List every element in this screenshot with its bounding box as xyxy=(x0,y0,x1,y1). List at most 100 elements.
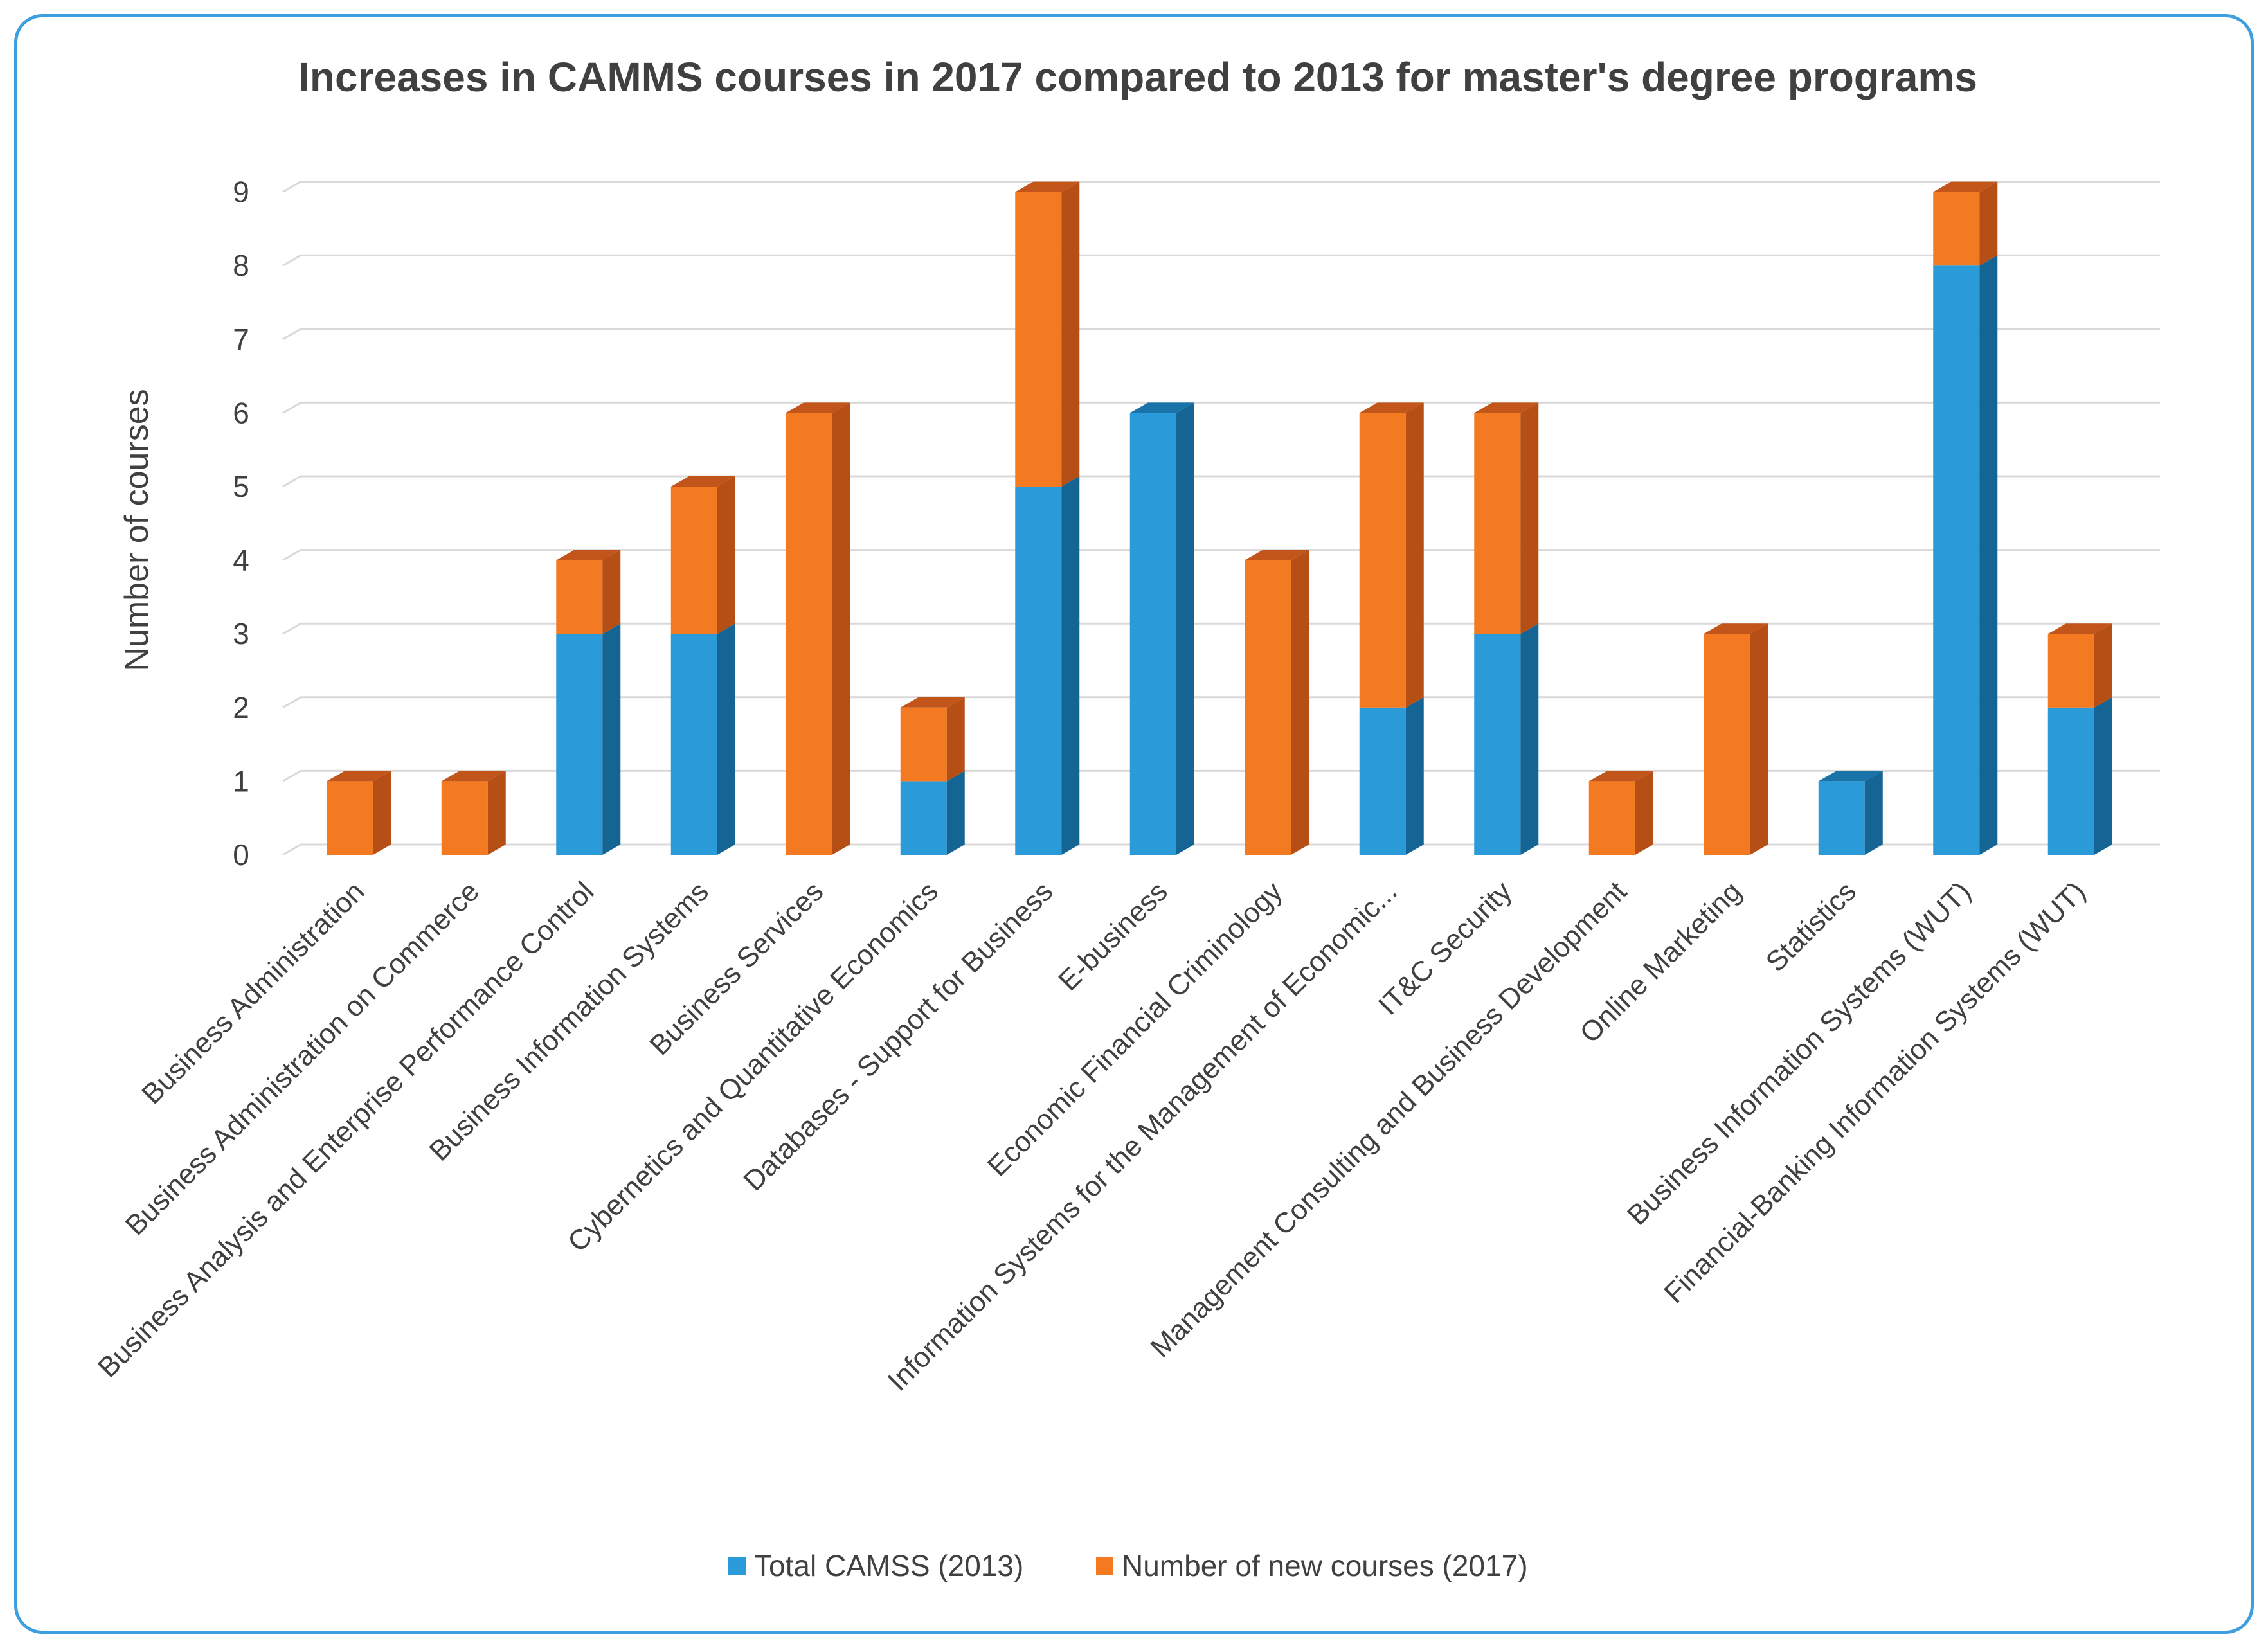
x-category-label-business-analysis-and-enterprise-performance-control: Business Analysis and Enterprise Perform… xyxy=(92,875,600,1383)
bar-side-face xyxy=(1405,402,1424,708)
bar-top-cap-cybernetics-and-quantitative-economics xyxy=(900,697,965,708)
bar-top-cap-business-information-systems-wut xyxy=(1933,181,1998,192)
bar-front-face xyxy=(1704,634,1751,855)
x-category-label-e-business: E-business xyxy=(1052,875,1174,997)
legend-label-new-courses-2017: Number of new courses (2017) xyxy=(1122,1549,1528,1582)
gridline xyxy=(282,328,2160,341)
y-axis-label: Number of courses xyxy=(118,389,156,671)
bar-side-face xyxy=(1635,771,1653,855)
y-tick-label: 3 xyxy=(233,617,249,650)
bar-front-face xyxy=(900,781,947,855)
legend-label-total-camss-2013: Total CAMSS (2013) xyxy=(754,1549,1023,1582)
bar-front-face xyxy=(1818,781,1865,855)
bar-top-cap-economic-financial-criminology xyxy=(1245,550,1310,560)
bar-number-of-new-courses-2017-cybernetics-and-quantitative-economics xyxy=(900,697,965,782)
gridline xyxy=(282,254,2160,267)
bar-side-face xyxy=(1520,402,1539,634)
bar-front-face xyxy=(786,413,833,855)
bar-side-face xyxy=(1061,476,1080,855)
bar-number-of-new-courses-2017-business-administration-on-commerce xyxy=(441,771,506,855)
bar-front-face xyxy=(2048,634,2094,708)
gridline xyxy=(282,696,2160,709)
bar-front-face xyxy=(1359,413,1406,708)
bar-side-face xyxy=(602,623,621,855)
bar-front-face xyxy=(327,781,374,855)
gridline xyxy=(282,181,2160,193)
bar-front-face xyxy=(556,634,603,855)
bar-front-face xyxy=(1245,560,1292,855)
bar-total-camss-2013-financial-banking-information-systems-wut xyxy=(2048,697,2112,855)
y-tick-label: 5 xyxy=(233,470,249,503)
bar-side-face xyxy=(832,402,851,855)
bar-number-of-new-courses-2017-business-administration xyxy=(327,771,392,855)
bar-total-camss-2013-it-c-security xyxy=(1474,623,1539,855)
bar-top-cap-databases-support-for-business xyxy=(1015,181,1080,192)
bars-layer xyxy=(327,181,2112,855)
bar-side-face xyxy=(1520,623,1539,855)
bar-top-cap-business-information-systems xyxy=(670,476,735,487)
bar-side-face xyxy=(373,771,392,855)
legend-swatch-total-camss-2013 xyxy=(728,1557,746,1575)
y-tick-label: 0 xyxy=(233,838,249,872)
bar-number-of-new-courses-2017-online-marketing xyxy=(1704,623,1769,855)
gridline xyxy=(282,622,2160,635)
y-tick-label: 2 xyxy=(233,691,249,724)
bar-top-cap-business-administration xyxy=(327,771,392,782)
y-tick-label: 8 xyxy=(233,249,249,282)
bar-number-of-new-courses-2017-business-analysis-and-enterprise-performance-control xyxy=(556,550,621,634)
bar-side-face xyxy=(717,623,735,855)
y-tick-label: 4 xyxy=(233,544,249,577)
bar-total-camss-2013-business-analysis-and-enterprise-performance-control xyxy=(556,623,621,855)
bar-front-face xyxy=(1933,265,1980,855)
gridline xyxy=(282,843,2160,856)
y-tick-label: 7 xyxy=(233,323,249,356)
x-category-label-business-administration: Business Administration xyxy=(136,875,370,1110)
bar-side-face xyxy=(2094,697,2112,855)
bar-top-cap-financial-banking-information-systems-wut xyxy=(2048,623,2112,634)
gridline xyxy=(282,769,2160,782)
bar-side-face xyxy=(717,476,735,634)
bar-side-face xyxy=(946,697,965,782)
bar-front-face xyxy=(670,487,717,634)
bar-front-face xyxy=(900,707,947,782)
bar-number-of-new-courses-2017-databases-support-for-business xyxy=(1015,181,1080,487)
bar-front-face xyxy=(1474,413,1521,634)
bar-number-of-new-courses-2017-business-information-systems-wut xyxy=(1933,181,1998,266)
bar-front-face xyxy=(1130,413,1176,855)
bar-front-face xyxy=(670,634,717,855)
bar-number-of-new-courses-2017-it-c-security xyxy=(1474,402,1539,634)
y-axis-ticks: 0 1 2 3 4 5 6 7 8 9 xyxy=(233,175,249,872)
bar-total-camss-2013-e-business xyxy=(1130,402,1194,855)
bar-side-face xyxy=(2094,623,2112,708)
gridline xyxy=(282,401,2160,414)
y-tick-label: 9 xyxy=(233,175,249,209)
gridline xyxy=(282,549,2160,561)
bar-total-camss-2013-databases-support-for-business xyxy=(1015,476,1080,855)
bar-top-cap-business-analysis-and-enterprise-performance-control xyxy=(556,550,621,560)
legend-swatch-new-courses-2017 xyxy=(1096,1557,1113,1575)
bar-total-camss-2013-statistics xyxy=(1818,771,1883,855)
bar-side-face xyxy=(1176,402,1194,855)
bar-total-camss-2013-business-information-systems xyxy=(670,623,735,855)
bar-front-face xyxy=(1015,487,1062,855)
bar-number-of-new-courses-2017-financial-banking-information-systems-wut xyxy=(2048,623,2112,708)
bar-side-face xyxy=(1979,181,1998,266)
bar-front-face xyxy=(441,781,488,855)
bar-top-cap-information-systems-for-the-management-of-economic xyxy=(1359,402,1424,413)
bar-side-face xyxy=(1750,623,1769,855)
bar-side-face xyxy=(1291,550,1310,855)
bar-side-face xyxy=(946,771,965,855)
bar-total-camss-2013-information-systems-for-the-management-of-economic xyxy=(1359,697,1424,855)
bar-side-face xyxy=(602,550,621,634)
chart-title: Increases in CAMMS courses in 2017 compa… xyxy=(298,54,1977,100)
bar-front-face xyxy=(1589,781,1635,855)
bar-front-face xyxy=(2048,707,2094,855)
bar-top-cap-e-business xyxy=(1130,402,1194,413)
bar-top-cap-online-marketing xyxy=(1704,623,1769,634)
bar-top-cap-it-c-security xyxy=(1474,402,1539,413)
legend: Total CAMSS (2013) Number of new courses… xyxy=(728,1549,1528,1582)
bar-number-of-new-courses-2017-information-systems-for-the-management-of-economic xyxy=(1359,402,1424,708)
bar-top-cap-business-services xyxy=(786,402,851,413)
y-tick-label: 6 xyxy=(233,396,249,429)
